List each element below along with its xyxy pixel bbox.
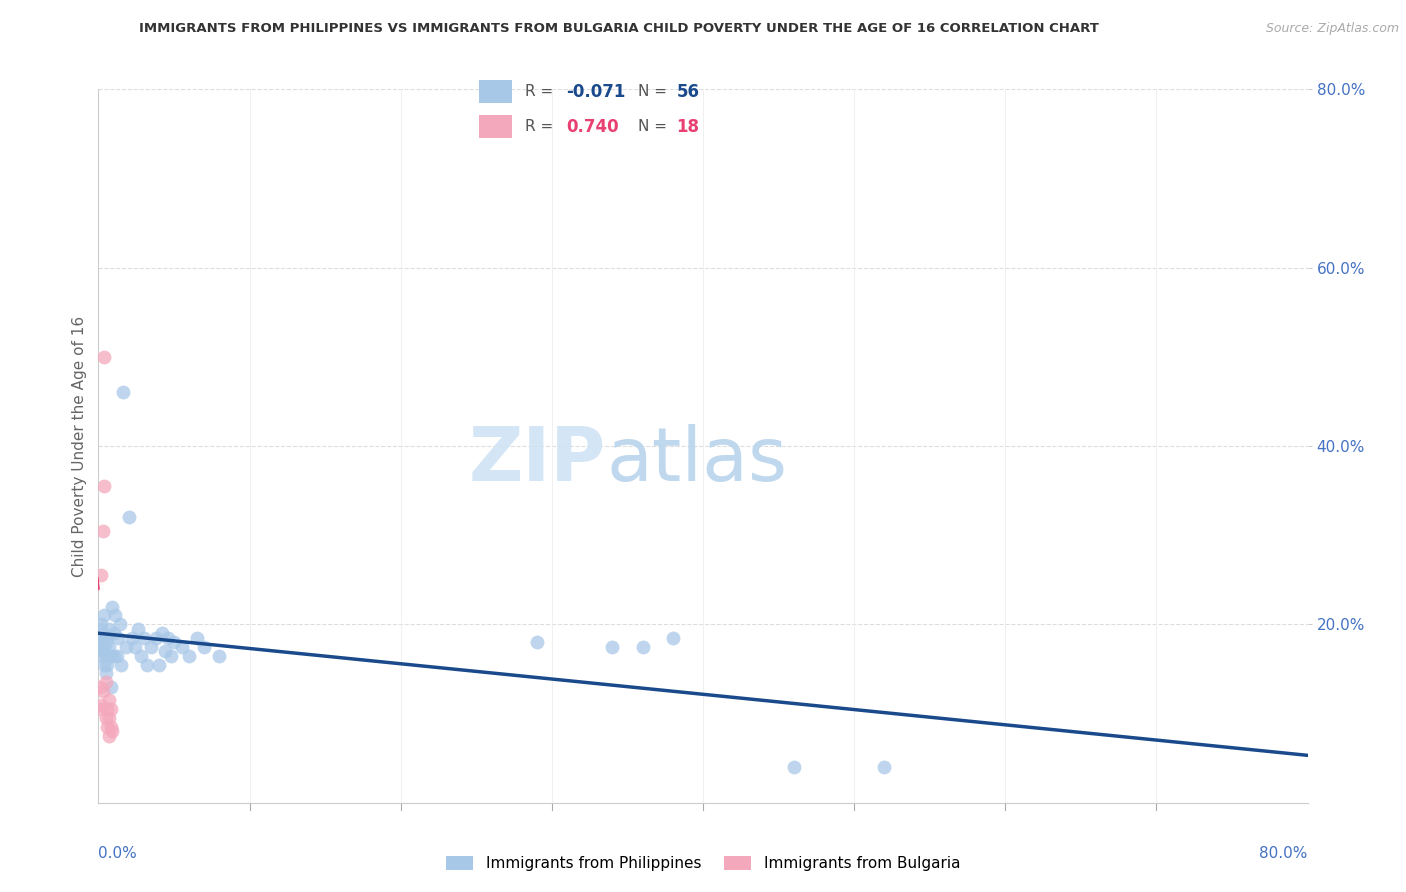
Point <box>105 648 128 663</box>
Point <box>103 648 125 663</box>
Point <box>93 657 115 672</box>
Point <box>90 698 112 712</box>
Point <box>110 657 132 672</box>
Text: Source: ZipAtlas.com: Source: ZipAtlas.com <box>1265 22 1399 36</box>
Text: N =: N = <box>638 120 666 134</box>
Point <box>103 626 125 640</box>
Y-axis label: Child Poverty Under the Age of 16: Child Poverty Under the Age of 16 <box>72 316 87 576</box>
Point <box>160 648 183 663</box>
Point <box>98 711 121 725</box>
Point <box>89 640 111 654</box>
Point <box>193 640 215 654</box>
Point <box>90 622 112 636</box>
Text: R =: R = <box>526 85 554 99</box>
Point <box>96 631 118 645</box>
Point <box>98 640 121 654</box>
Point <box>91 631 114 645</box>
Point <box>94 635 117 649</box>
Point <box>101 724 124 739</box>
Point <box>91 524 114 538</box>
Text: 0.0%: 0.0% <box>98 846 138 861</box>
Point <box>150 626 173 640</box>
Point <box>108 617 131 632</box>
Point <box>145 631 167 645</box>
Point <box>111 385 134 400</box>
Text: 80.0%: 80.0% <box>1260 846 1308 861</box>
Point <box>186 631 208 645</box>
Point <box>93 608 115 623</box>
Text: -0.071: -0.071 <box>567 83 626 101</box>
Point <box>141 640 163 654</box>
Point <box>114 640 136 654</box>
Point <box>148 657 170 672</box>
Point <box>89 702 111 716</box>
Legend: Immigrants from Philippines, Immigrants from Bulgaria: Immigrants from Philippines, Immigrants … <box>440 849 966 877</box>
Point <box>121 631 143 645</box>
Point <box>873 760 896 774</box>
Point <box>98 693 121 707</box>
Text: R =: R = <box>526 120 554 134</box>
Point <box>100 648 122 663</box>
Point <box>94 666 117 681</box>
Point <box>94 711 117 725</box>
Point <box>135 657 157 672</box>
Point <box>96 720 118 734</box>
Point <box>101 599 124 614</box>
Point <box>156 631 179 645</box>
Point <box>93 350 115 364</box>
Point <box>90 635 112 649</box>
Point <box>100 720 122 734</box>
Text: atlas: atlas <box>606 424 787 497</box>
Point <box>661 631 683 645</box>
Point <box>90 617 112 632</box>
Text: ZIP: ZIP <box>470 424 606 497</box>
Point <box>631 640 654 654</box>
Point <box>89 631 111 645</box>
Point <box>89 680 111 694</box>
Point <box>127 622 149 636</box>
Bar <box>479 115 512 138</box>
Point <box>98 622 121 636</box>
Point <box>129 648 152 663</box>
Point <box>153 644 176 658</box>
Point <box>118 510 141 524</box>
Point <box>179 648 201 663</box>
Point <box>170 640 193 654</box>
Point <box>91 644 114 658</box>
Point <box>91 684 114 698</box>
Point <box>100 702 122 716</box>
Point <box>93 640 115 654</box>
Point <box>107 631 129 645</box>
Text: N =: N = <box>638 85 666 99</box>
Point <box>94 675 117 690</box>
Point <box>94 648 117 663</box>
Point <box>602 640 624 654</box>
Point <box>208 648 231 663</box>
Bar <box>479 80 512 103</box>
Point <box>132 631 155 645</box>
Point <box>96 657 118 672</box>
Text: 56: 56 <box>676 83 699 101</box>
Point <box>163 635 186 649</box>
Text: 0.740: 0.740 <box>567 118 619 136</box>
Point <box>104 608 127 623</box>
Point <box>783 760 806 774</box>
Point <box>93 479 115 493</box>
Point <box>124 640 146 654</box>
Text: 18: 18 <box>676 118 699 136</box>
Point <box>91 648 114 663</box>
Point <box>98 729 121 743</box>
Point <box>100 680 122 694</box>
Text: IMMIGRANTS FROM PHILIPPINES VS IMMIGRANTS FROM BULGARIA CHILD POVERTY UNDER THE : IMMIGRANTS FROM PHILIPPINES VS IMMIGRANT… <box>139 22 1098 36</box>
Point <box>526 635 548 649</box>
Point <box>96 702 118 716</box>
Point <box>90 568 112 582</box>
